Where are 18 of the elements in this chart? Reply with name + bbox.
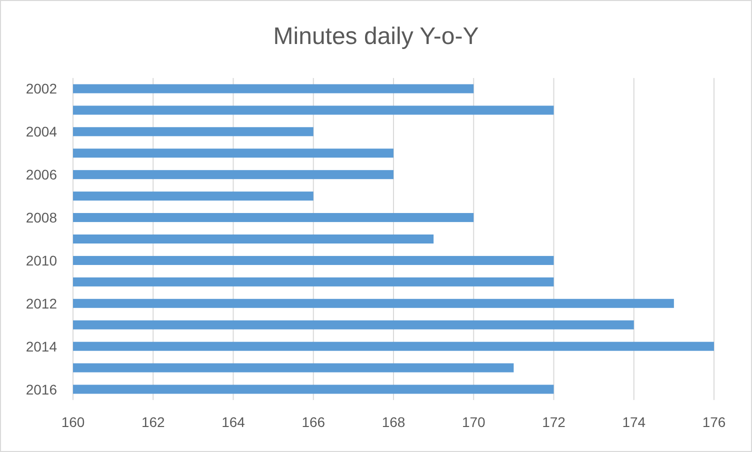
x-tick-label: 164 xyxy=(222,414,246,430)
x-tick-label: 166 xyxy=(302,414,326,430)
chart-title: Minutes daily Y-o-Y xyxy=(273,23,479,50)
x-tick-label: 160 xyxy=(61,414,85,430)
x-tick-label: 170 xyxy=(462,414,486,430)
x-tick-label: 162 xyxy=(141,414,166,430)
x-tick-label: 176 xyxy=(702,414,726,430)
y-tick-label: 2004 xyxy=(26,124,58,140)
y-tick-label: 2016 xyxy=(26,381,58,398)
y-tick-label: 2014 xyxy=(26,338,58,354)
x-tick-label: 168 xyxy=(382,414,406,430)
x-tick-label: 174 xyxy=(622,414,646,430)
y-tick-label: 2006 xyxy=(26,166,58,183)
y-tick-label: 2010 xyxy=(26,252,58,268)
y-tick-label: 2002 xyxy=(26,80,58,97)
y-tick-label: 2008 xyxy=(26,210,58,226)
x-tick-label: 172 xyxy=(542,414,566,430)
y-tick-label: 2012 xyxy=(26,295,58,312)
